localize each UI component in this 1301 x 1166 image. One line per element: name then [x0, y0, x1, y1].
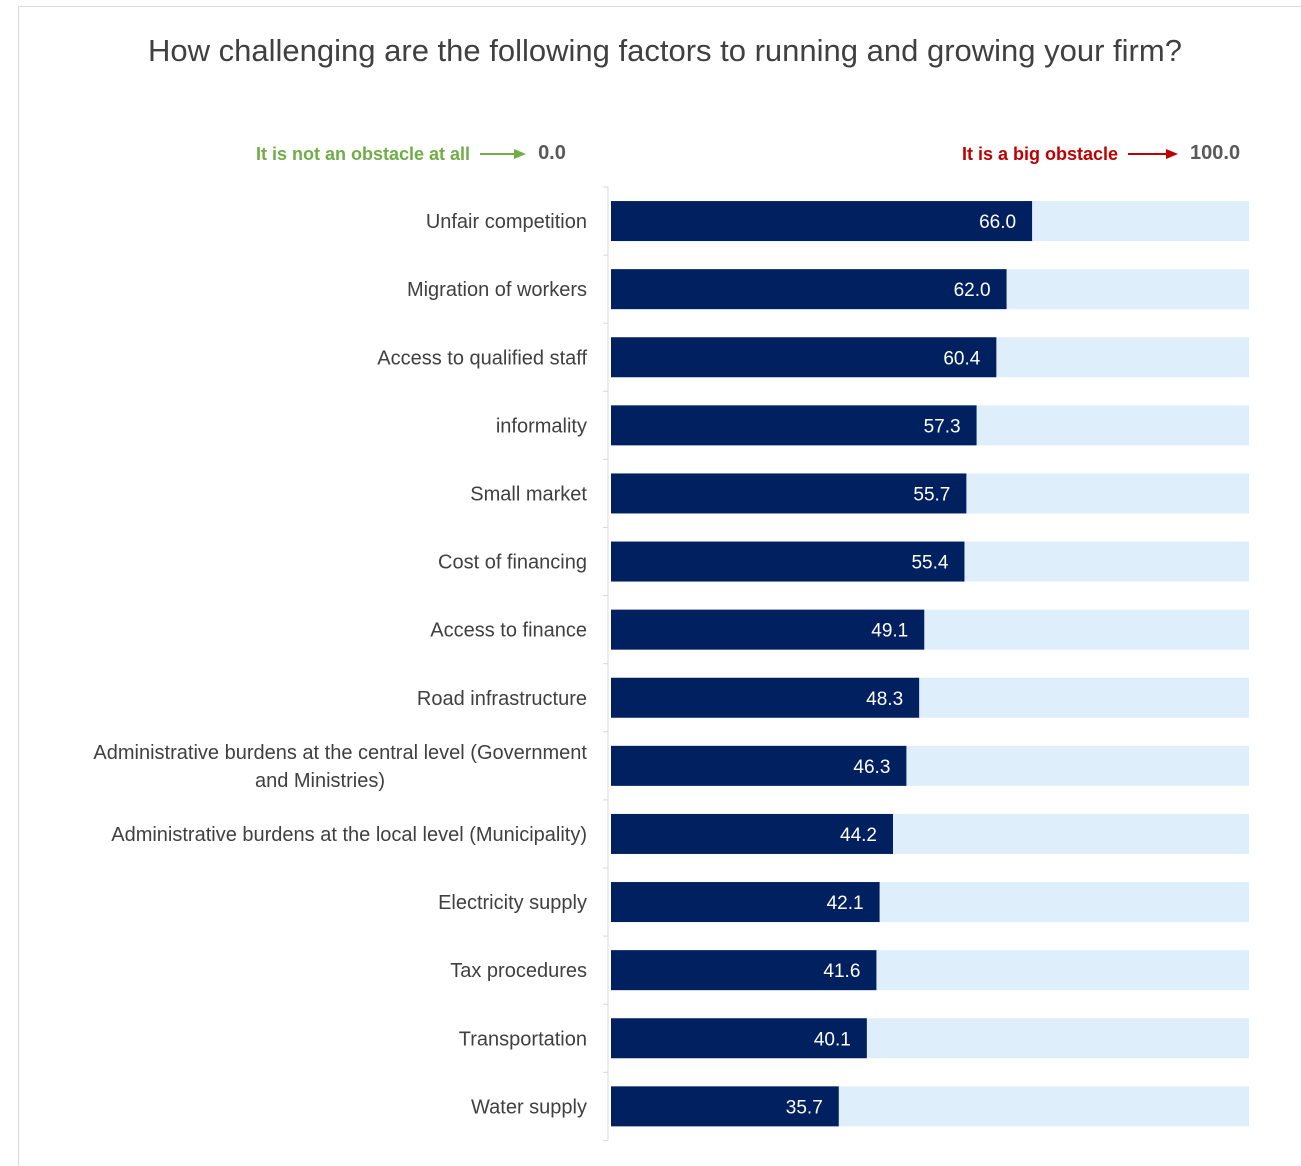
data-label: 66.0	[979, 212, 1016, 233]
data-label: 44.2	[840, 825, 877, 846]
bar	[611, 745, 907, 786]
data-label: 60.4	[943, 348, 980, 369]
bar	[611, 813, 893, 854]
scale-min-legend: It is not an obstacle at all 0.0	[256, 142, 566, 165]
bar	[611, 950, 877, 991]
category-label: Electricity supply	[438, 892, 587, 914]
bar	[611, 269, 1007, 310]
bar	[611, 405, 977, 446]
scale-min-label: It is not an obstacle at all	[256, 143, 471, 164]
data-label: 48.3	[866, 689, 903, 710]
data-label: 35.7	[786, 1097, 823, 1118]
category-label: Unfair competition	[426, 211, 587, 233]
data-label: 46.3	[853, 757, 890, 778]
category-label: informality	[496, 415, 587, 437]
chart-title: How challenging are the following factor…	[148, 33, 1182, 68]
data-label: 55.4	[911, 553, 948, 574]
bar	[611, 1086, 839, 1127]
category-label: Water supply	[471, 1096, 587, 1118]
category-label: Migration of workers	[407, 279, 587, 301]
category-label: Administrative burdens at the local leve…	[111, 824, 587, 846]
scale-max-label: It is a big obstacle	[962, 143, 1119, 164]
category-label: Access to finance	[430, 620, 587, 642]
scale-max-legend: It is a big obstacle 100.0	[962, 142, 1240, 165]
bar	[611, 201, 1033, 242]
category-label: Small market	[470, 483, 587, 505]
data-label: 49.1	[871, 621, 908, 642]
bar	[611, 337, 997, 378]
data-label: 41.6	[823, 961, 860, 982]
arrow-right-icon	[480, 149, 527, 160]
scale-max-value: 100.0	[1190, 142, 1241, 164]
category-label: Transportation	[459, 1028, 587, 1050]
data-label: 62.0	[954, 280, 991, 301]
category-label: Administrative burdens at the central le…	[93, 742, 587, 792]
category-label: Tax procedures	[450, 960, 587, 982]
bar	[611, 473, 967, 514]
category-label: Cost of financing	[438, 552, 587, 574]
data-label: 57.3	[924, 416, 961, 437]
arrow-right-icon	[1128, 149, 1179, 160]
chart-frame	[18, 6, 1301, 1166]
bar	[611, 677, 920, 718]
bar	[611, 1018, 867, 1059]
bar	[611, 882, 880, 923]
data-label: 42.1	[827, 893, 864, 914]
bar	[611, 541, 965, 582]
scale-min-value: 0.0	[538, 142, 566, 164]
data-label: 55.7	[913, 484, 950, 505]
bar	[611, 609, 925, 650]
category-label: Road infrastructure	[417, 688, 587, 710]
category-label: Access to qualified staff	[377, 347, 587, 369]
data-label: 40.1	[814, 1029, 851, 1050]
